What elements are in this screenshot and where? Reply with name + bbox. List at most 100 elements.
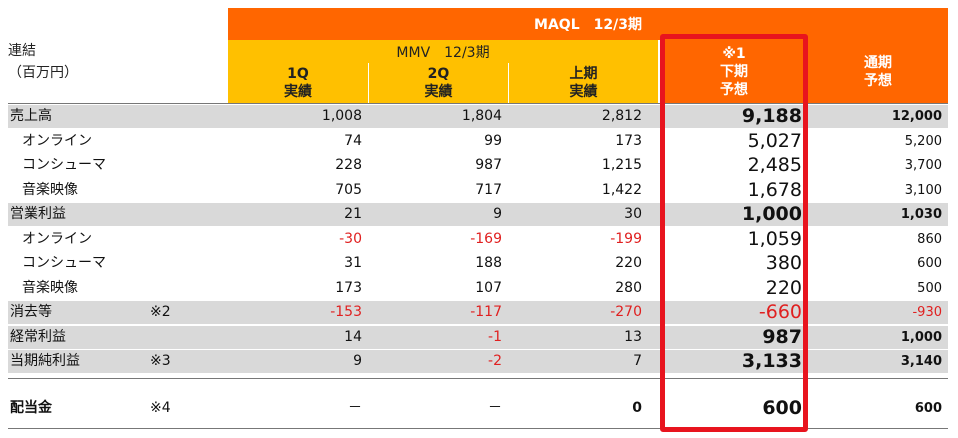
row-label: 消去等 bbox=[10, 304, 52, 320]
cell-second-half: -660 bbox=[758, 301, 802, 323]
cell-full-year: 600 bbox=[917, 256, 942, 271]
cell-second-half: 600 bbox=[762, 397, 802, 419]
cell-first-half: 7 bbox=[633, 353, 642, 369]
cell-full-year: 3,140 bbox=[900, 354, 942, 369]
cell-second-half: 3,133 bbox=[741, 350, 802, 372]
row-label: コンシューマ bbox=[22, 255, 106, 271]
bottom-divider bbox=[8, 428, 948, 429]
cell-first-half: 13 bbox=[624, 328, 642, 345]
dividend-row: 配当金 ※4 － － 0 600 600 bbox=[8, 397, 948, 420]
banner-text: MAQL 12/3期 bbox=[534, 17, 642, 33]
cell-first-half: 1,215 bbox=[601, 157, 642, 173]
cell-full-year: 1,030 bbox=[900, 207, 942, 222]
cell-first-half: 220 bbox=[615, 255, 642, 271]
unit-label-line1: 連結 bbox=[8, 43, 36, 59]
cell-1q: 14 bbox=[344, 328, 362, 345]
footnote-marker: ※3 bbox=[150, 353, 171, 369]
cell-first-half: 0 bbox=[632, 400, 642, 416]
row-label: 経常利益 bbox=[10, 328, 66, 345]
cell-second-half: 5,027 bbox=[747, 129, 802, 152]
row-label: 音楽映像 bbox=[22, 279, 78, 296]
cell-1q: － bbox=[348, 400, 362, 416]
sub-header-banner: MMV 12/3期 bbox=[228, 40, 658, 63]
row-label: オンライン bbox=[22, 230, 92, 247]
cell-second-half: 380 bbox=[765, 252, 802, 274]
cell-1q: -30 bbox=[339, 230, 362, 247]
cell-second-half: 1,678 bbox=[747, 178, 802, 201]
cell-full-year: 500 bbox=[917, 280, 942, 296]
cell-full-year: 3,100 bbox=[904, 182, 942, 198]
cell-1q: -153 bbox=[330, 304, 362, 320]
cell-first-half: 280 bbox=[615, 279, 642, 296]
table-row: コンシューマ 31 188 220 380 600 bbox=[8, 252, 948, 275]
cell-1q: 705 bbox=[335, 181, 362, 198]
row-label: コンシューマ bbox=[22, 157, 106, 173]
cell-second-half: 1,059 bbox=[747, 227, 802, 250]
cell-full-year: 5,200 bbox=[904, 133, 942, 149]
header-divider bbox=[8, 103, 948, 104]
table-row: 音楽映像 173 107 280 220 500 bbox=[8, 277, 948, 300]
row-label: 売上高 bbox=[10, 108, 52, 124]
cell-second-half: 9,188 bbox=[741, 105, 802, 127]
cell-full-year: 3,700 bbox=[904, 158, 942, 173]
highlight-box bbox=[660, 34, 808, 432]
cell-2q: 1,804 bbox=[461, 108, 502, 124]
cell-full-year: 600 bbox=[914, 401, 942, 416]
cell-2q: -169 bbox=[470, 230, 502, 247]
cell-full-year: 1,000 bbox=[900, 329, 942, 345]
cell-first-half: -270 bbox=[610, 304, 642, 320]
cell-first-half: 30 bbox=[624, 206, 642, 222]
col-header-2q: 2Q 実績 bbox=[368, 63, 508, 103]
col-header-1q: 1Q 実績 bbox=[228, 63, 368, 103]
footnote-marker-1: ※1 bbox=[722, 45, 746, 62]
cell-2q: -2 bbox=[488, 353, 502, 369]
cell-2q: 99 bbox=[484, 132, 502, 149]
cell-2q: -1 bbox=[488, 328, 502, 345]
row-label: 営業利益 bbox=[10, 206, 66, 222]
table-row: 営業利益 21 9 30 1,000 1,030 bbox=[8, 203, 948, 226]
row-label: 配当金 bbox=[10, 400, 52, 416]
cell-1q: 173 bbox=[335, 279, 362, 296]
row-label: 当期純利益 bbox=[10, 353, 80, 369]
col-header-full-year: 通期 予想 bbox=[808, 40, 948, 103]
cell-full-year: -930 bbox=[912, 305, 942, 320]
table-row: コンシューマ 228 987 1,215 2,485 3,700 bbox=[8, 154, 948, 177]
row-label: オンライン bbox=[22, 132, 92, 149]
cell-second-half: 220 bbox=[765, 276, 802, 299]
cell-2q: 107 bbox=[475, 279, 502, 296]
cell-2q: － bbox=[488, 400, 502, 416]
cell-first-half: 2,812 bbox=[601, 108, 642, 124]
cell-2q: 717 bbox=[475, 181, 502, 198]
cell-1q: 1,008 bbox=[321, 108, 362, 124]
cell-first-half: 173 bbox=[615, 132, 642, 149]
cell-1q: 74 bbox=[344, 132, 362, 149]
cell-full-year: 860 bbox=[917, 231, 942, 247]
cell-first-half: 1,422 bbox=[601, 181, 642, 198]
sub-banner-text: MMV 12/3期 bbox=[396, 44, 490, 61]
cell-second-half: 2,485 bbox=[747, 154, 802, 176]
unit-label-line2: （百万円） bbox=[8, 65, 78, 81]
table-row: 経常利益 14 -1 13 987 1,000 bbox=[8, 325, 948, 349]
footnote-marker: ※4 bbox=[150, 400, 171, 416]
table-row: オンライン -30 -169 -199 1,059 860 bbox=[8, 228, 948, 251]
table-row: 音楽映像 705 717 1,422 1,678 3,100 bbox=[8, 179, 948, 202]
footnote-marker: ※2 bbox=[150, 304, 171, 320]
header-banner: MAQL 12/3期 bbox=[228, 8, 948, 40]
cell-1q: 21 bbox=[344, 206, 362, 222]
cell-2q: 188 bbox=[475, 255, 502, 271]
table-divider bbox=[8, 378, 948, 379]
table-row: 消去等 ※2 -153 -117 -270 -660 -930 bbox=[8, 301, 948, 324]
cell-2q: 9 bbox=[493, 206, 502, 222]
cell-2q: -117 bbox=[470, 304, 502, 320]
col-header-first-half: 上期 実績 bbox=[508, 63, 658, 103]
cell-1q: 31 bbox=[344, 255, 362, 271]
cell-2q: 987 bbox=[475, 157, 502, 173]
col-header-second-half: ※1 下期 予想 bbox=[660, 40, 808, 103]
row-label: 音楽映像 bbox=[22, 181, 78, 198]
cell-full-year: 12,000 bbox=[891, 109, 942, 124]
cell-1q: 228 bbox=[335, 157, 362, 173]
cell-second-half: 987 bbox=[762, 325, 802, 348]
table-row: オンライン 74 99 173 5,027 5,200 bbox=[8, 130, 948, 153]
cell-1q: 9 bbox=[353, 353, 362, 369]
table-row: 当期純利益 ※3 9 -2 7 3,133 3,140 bbox=[8, 350, 948, 373]
